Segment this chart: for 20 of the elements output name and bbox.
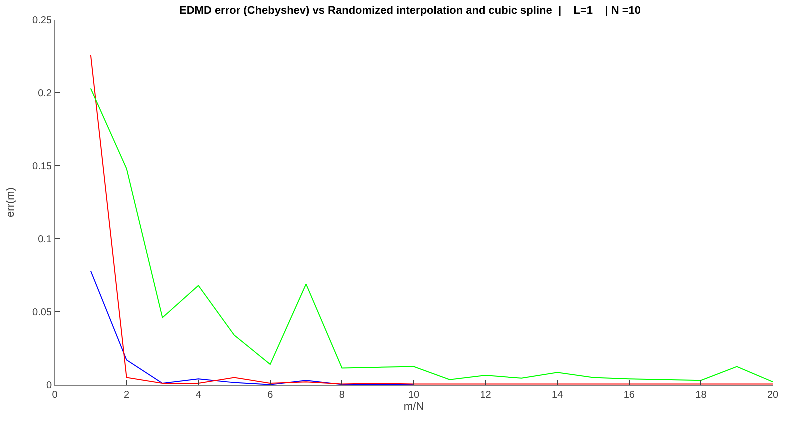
y-tick-label: 0.2 — [38, 88, 52, 100]
x-tick-label: 20 — [767, 390, 779, 401]
y-tick-label: 0.05 — [32, 308, 52, 318]
x-tick-label: 6 — [268, 390, 274, 401]
chart-title: EDMD error (Chebyshev) vs Randomized interpolation and cubic spline | L=1 | N =10 — [180, 5, 642, 18]
x-tick-label: 10 — [408, 390, 420, 401]
y-tick-label: 0.1 — [38, 234, 52, 246]
y-axis-title: err(m) — [5, 188, 18, 218]
y-tick-label: 0.25 — [32, 16, 52, 26]
line-series — [90, 270, 414, 385]
x-tick-label: 4 — [196, 390, 202, 401]
x-tick-label: 12 — [480, 390, 492, 401]
x-tick-label: 18 — [696, 390, 708, 401]
x-axis-title: m/N — [404, 401, 424, 414]
x-tick-label: 8 — [339, 390, 346, 401]
y-tick-label: 0 — [46, 380, 52, 392]
y-tick-label: 0.15 — [32, 162, 52, 172]
x-tick-label: 16 — [624, 390, 636, 401]
x-tick-label: 2 — [124, 390, 130, 401]
x-tick-label: 14 — [552, 390, 564, 401]
